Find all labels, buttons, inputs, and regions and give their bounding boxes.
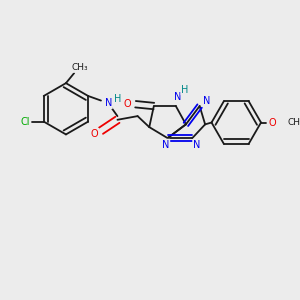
Text: H: H	[114, 94, 121, 104]
Text: Cl: Cl	[21, 117, 30, 127]
Text: CH₃: CH₃	[71, 63, 88, 72]
Text: N: N	[174, 92, 181, 102]
Text: O: O	[268, 118, 276, 128]
Text: O: O	[91, 128, 98, 139]
Text: H: H	[181, 85, 189, 94]
Text: N: N	[162, 140, 169, 149]
Text: N: N	[105, 98, 112, 108]
Text: N: N	[203, 97, 211, 106]
Text: N: N	[193, 140, 201, 149]
Text: O: O	[124, 99, 131, 109]
Text: CH₃: CH₃	[287, 118, 300, 127]
